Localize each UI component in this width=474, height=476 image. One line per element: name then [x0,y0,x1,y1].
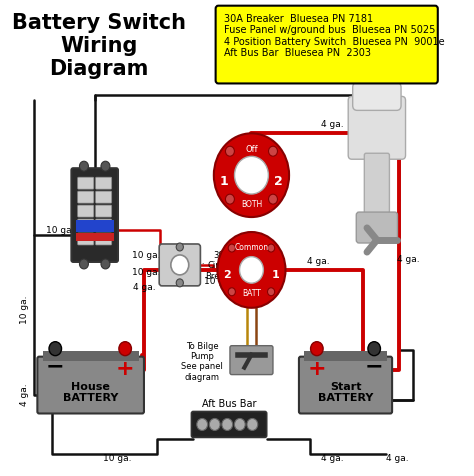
Text: BATT: BATT [242,289,261,298]
Circle shape [228,244,236,252]
Circle shape [235,156,268,194]
Circle shape [228,288,236,296]
Text: +: + [116,358,135,378]
Circle shape [176,279,183,287]
Circle shape [218,232,285,308]
Text: 10 ga.: 10 ga. [132,251,161,260]
Text: 4 ga.: 4 ga. [133,283,155,292]
Circle shape [222,418,233,430]
FancyBboxPatch shape [37,357,144,414]
Circle shape [80,161,89,171]
FancyBboxPatch shape [78,177,94,189]
FancyBboxPatch shape [159,244,201,286]
FancyBboxPatch shape [96,205,112,217]
Bar [43,351,138,361]
FancyBboxPatch shape [365,153,390,227]
Text: 10 ga.: 10 ga. [46,226,75,235]
Text: 30A
Circuit
Breaker: 30A Circuit Breaker [205,251,238,281]
Circle shape [80,259,89,269]
FancyBboxPatch shape [96,219,112,231]
FancyBboxPatch shape [230,346,273,375]
Circle shape [176,243,183,251]
FancyBboxPatch shape [96,233,112,245]
Text: Start
BATTERY: Start BATTERY [318,382,373,403]
Text: 10 ga.: 10 ga. [204,277,233,286]
FancyBboxPatch shape [72,168,118,262]
Text: −: − [46,357,64,377]
Circle shape [226,146,235,156]
Circle shape [119,342,131,356]
Circle shape [101,259,110,269]
Circle shape [210,418,220,430]
Circle shape [101,161,110,171]
Circle shape [268,146,277,156]
FancyBboxPatch shape [356,212,398,243]
Circle shape [239,257,264,283]
Circle shape [310,342,323,356]
Circle shape [235,418,245,430]
Text: Aft Bus Bar: Aft Bus Bar [202,398,256,408]
FancyBboxPatch shape [353,82,401,110]
Text: 4 ga.: 4 ga. [386,455,409,463]
FancyBboxPatch shape [78,233,94,245]
Text: 4 ga.: 4 ga. [182,257,205,266]
Text: 4 ga.: 4 ga. [321,120,343,129]
Text: 10 ga.: 10 ga. [132,268,161,277]
FancyBboxPatch shape [78,191,94,203]
Text: 4 ga.: 4 ga. [397,256,419,265]
FancyBboxPatch shape [216,6,438,83]
Text: House
BATTERY: House BATTERY [63,382,118,403]
Circle shape [267,244,274,252]
Text: 1: 1 [272,270,280,280]
Text: 2: 2 [223,270,231,280]
Text: 2: 2 [274,175,283,188]
Circle shape [226,194,235,204]
Text: Common: Common [235,243,268,252]
FancyBboxPatch shape [78,205,94,217]
Circle shape [267,288,274,296]
Text: 10 ga.: 10 ga. [20,296,29,324]
Circle shape [268,194,277,204]
Text: 1: 1 [220,175,229,188]
FancyBboxPatch shape [78,219,94,231]
Text: To Bilge
Pump
See panel
diagram: To Bilge Pump See panel diagram [181,342,223,382]
FancyBboxPatch shape [191,411,267,437]
Text: 4 ga.: 4 ga. [20,383,29,406]
Text: 4 ga.: 4 ga. [321,455,343,463]
Text: +: + [308,358,326,378]
Circle shape [214,133,289,217]
Text: Off: Off [245,145,258,154]
Text: 4 ga.: 4 ga. [307,257,330,266]
Circle shape [171,255,189,275]
FancyBboxPatch shape [299,357,392,414]
Bar [76,233,113,241]
FancyBboxPatch shape [96,191,112,203]
Text: 30A Breaker  Bluesea PN 7181
Fuse Panel w/ground bus  Bluesea PN 5025
4 Position: 30A Breaker Bluesea PN 7181 Fuse Panel w… [224,14,444,59]
Circle shape [368,342,381,356]
Circle shape [247,418,258,430]
FancyBboxPatch shape [348,97,406,159]
Circle shape [197,418,208,430]
Bar [76,220,113,232]
Text: BOTH: BOTH [241,200,262,209]
Text: Battery Switch
Wiring
Diagram: Battery Switch Wiring Diagram [12,13,186,79]
Text: −: − [365,357,383,377]
Text: 10 ga.: 10 ga. [103,455,131,463]
Bar [304,351,387,361]
Circle shape [49,342,62,356]
FancyBboxPatch shape [96,177,112,189]
